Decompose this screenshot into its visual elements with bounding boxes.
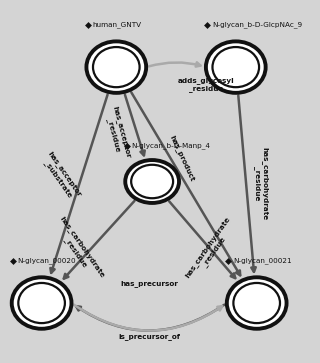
Text: has_precursor: has_precursor	[120, 280, 178, 287]
Text: has_carbohydrate
_residue: has_carbohydrate _residue	[52, 215, 106, 284]
Text: N-glycan_00021: N-glycan_00021	[233, 257, 292, 264]
Ellipse shape	[206, 41, 266, 93]
Text: N-glycan_00020: N-glycan_00020	[18, 257, 76, 264]
Ellipse shape	[12, 277, 71, 329]
Text: N-glycan_b-D-GlcpNAc_9: N-glycan_b-D-GlcpNAc_9	[212, 21, 302, 28]
Ellipse shape	[93, 47, 140, 87]
Text: adds_glycosyl
_residue: adds_glycosyl _residue	[178, 78, 234, 93]
Text: has_acceptor
_substrate: has_acceptor _substrate	[40, 150, 83, 202]
Ellipse shape	[212, 47, 259, 87]
Text: has_carbohydrate
_residue: has_carbohydrate _residue	[254, 147, 268, 220]
Ellipse shape	[227, 277, 287, 329]
Text: has_carbohydrate
_residue: has_carbohydrate _residue	[183, 215, 237, 284]
Ellipse shape	[233, 283, 280, 323]
Text: has_acceptor
_residue: has_acceptor _residue	[104, 105, 132, 161]
Text: has_product: has_product	[168, 134, 196, 183]
Ellipse shape	[131, 165, 173, 198]
Ellipse shape	[86, 41, 146, 93]
Text: is_precursor_of: is_precursor_of	[118, 334, 180, 340]
Text: human_GNTV: human_GNTV	[92, 21, 141, 28]
Ellipse shape	[125, 160, 179, 203]
Ellipse shape	[18, 283, 65, 323]
Text: N-glycan_b-D-Manp_4: N-glycan_b-D-Manp_4	[131, 143, 210, 149]
